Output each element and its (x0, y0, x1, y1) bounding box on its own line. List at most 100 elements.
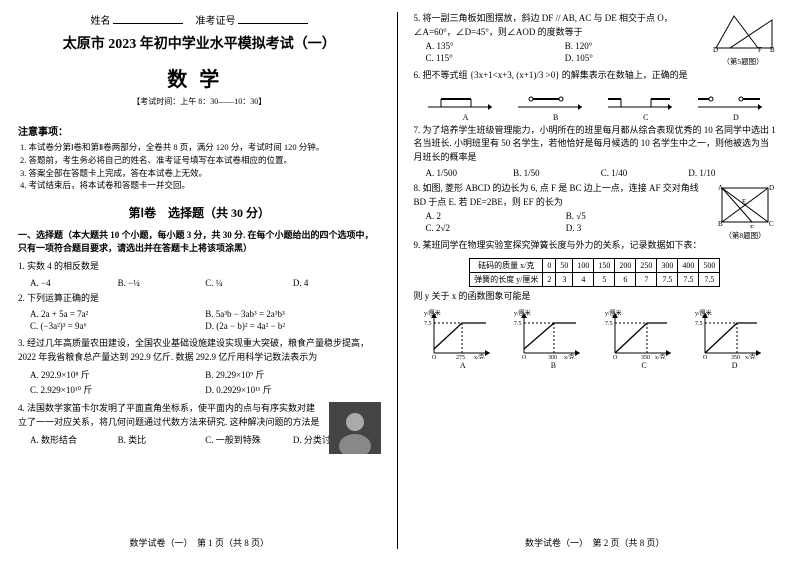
svg-text:F: F (750, 224, 754, 228)
q9-r9: 7.5 (699, 272, 720, 286)
q9-h5: 200 (615, 258, 636, 272)
q2-d: D. (2a − b)² = 4a² − b² (205, 321, 380, 331)
q6-nl-d: −101 D (696, 89, 776, 122)
subject-title: 数学 (18, 63, 381, 92)
q6-nl-a: −101 A (426, 89, 506, 122)
q7-c: C. 1/40 (601, 168, 689, 178)
svg-text:350: 350 (731, 355, 740, 359)
q2-options: A. 2a + 5a = 7a² B. 5a³b − 3ab³ = 2a³b³ … (30, 309, 381, 333)
ticket-blank (238, 14, 308, 24)
q3-a: A. 292.9×10⁸ 斤 (30, 368, 205, 381)
q9-header-row: 砝码的质量 x/克 0 50 100 150 200 250 300 400 5… (470, 258, 720, 272)
q9-text: 9. 某班同学在物理实验室探究弹簧长度与外力的关系，记录数据如下表： (414, 239, 777, 253)
main-title: 太原市 2023 年初中学业水平模拟考试（一） (18, 33, 381, 53)
svg-text:O: O (703, 355, 708, 359)
q7-a: A. 1/500 (426, 168, 514, 178)
exam-time: 【考试时间：上午 8：30——10：30】 (18, 96, 381, 107)
q9-label-b: B (512, 361, 595, 370)
notice-1: 1. 本试卷分第Ⅰ卷和第Ⅱ卷两部分，全卷共 8 页，满分 120 分，考试时间 … (30, 141, 381, 154)
q8-a: A. 2 (426, 211, 566, 221)
svg-text:B: B (770, 46, 775, 54)
q6-label-a: A (426, 113, 506, 122)
q5-caption: （第5题图） (710, 56, 776, 67)
q9-r7: 7.5 (657, 272, 678, 286)
svg-text:275: 275 (456, 355, 465, 359)
q9-chart-a: 7.5275Oy/厘米x/克 A (422, 309, 505, 370)
q1-text: 1. 实数 4 的相反数是 (18, 260, 381, 274)
q9-r3: 4 (573, 272, 594, 286)
q9-h6: 250 (636, 258, 657, 272)
q2-text: 2. 下列运算正确的是 (18, 292, 381, 306)
q6-numlines: −101 A −101 B −101 C −101 D (426, 89, 777, 122)
svg-text:D: D (713, 46, 718, 54)
svg-text:350: 350 (641, 355, 650, 359)
q3-options: A. 292.9×10⁸ 斤 B. 29.29×10⁹ 斤 C. 2.929×1… (30, 368, 381, 398)
part1-title: 第Ⅰ卷 选择题（共 30 分） (18, 204, 381, 221)
svg-text:x/克: x/克 (655, 353, 666, 359)
q9-text2: 则 y 关于 x 的函数图象可能是 (414, 290, 777, 304)
q9-h4: 150 (594, 258, 615, 272)
q9-chart-d: 7.5350Oy/厘米x/克 D (693, 309, 776, 370)
svg-text:D: D (769, 184, 774, 192)
svg-text:O: O (522, 355, 527, 359)
footer-p1: 数学试卷（一） 第 1 页（共 8 页） (18, 532, 381, 549)
q4-b: B. 类比 (118, 433, 206, 446)
svg-text:F: F (758, 46, 762, 54)
q1-c: C. ¼ (205, 278, 293, 288)
svg-text:7.5: 7.5 (605, 321, 613, 327)
q1-a: A. −4 (30, 278, 118, 288)
q7-text: 7. 为了培养学生班级管理能力，小明所在的班里每月都从综合表现优秀的 10 名同… (414, 124, 777, 165)
svg-text:O: O (613, 355, 618, 359)
q9-chart-c: 7.5350Oy/厘米x/克 C (603, 309, 686, 370)
q1-d: D. 4 (293, 278, 381, 288)
ticket-label: 准考证号 (196, 16, 236, 27)
q3-c: C. 2.929×10¹⁰ 斤 (30, 383, 205, 396)
q9-r5: 6 (615, 272, 636, 286)
q6-nl-b: −101 B (516, 89, 596, 122)
q5-c: C. 115° (426, 53, 565, 63)
q5-b: B. 120° (565, 41, 704, 51)
header-line: 姓名 准考证号 (18, 12, 381, 27)
q9-r8: 7.5 (678, 272, 699, 286)
q5-d: D. 105° (565, 53, 704, 63)
svg-text:O: O (432, 355, 437, 359)
q2-c: C. (−3a²)³ = 9a⁶ (30, 321, 205, 331)
q5-a: A. 135° (426, 41, 565, 51)
q3-b: B. 29.29×10⁹ 斤 (205, 368, 380, 381)
q6-text: 6. 把不等式组 {3x+1<x+3, (x+1)/3 >0} 的解集表示在数轴… (414, 69, 777, 83)
q6-nl-c: −101 C (606, 89, 686, 122)
page-1: 姓名 准考证号 太原市 2023 年初中学业水平模拟考试（一） 数学 【考试时间… (18, 12, 381, 549)
q7-options: A. 1/500 B. 1/50 C. 1/40 D. 1/10 (426, 168, 777, 178)
q9-h7: 300 (657, 258, 678, 272)
footer-p2: 数学试卷（一） 第 2 页（共 8 页） (414, 532, 777, 549)
svg-text:x/克: x/克 (474, 353, 485, 359)
q3-d: D. 0.2929×10¹¹ 斤 (205, 383, 380, 396)
q8-b: B. √5 (566, 211, 706, 221)
q6-label-b: B (516, 113, 596, 122)
page-divider (397, 12, 398, 549)
q1-b: B. −¼ (118, 278, 206, 288)
svg-text:300: 300 (548, 355, 557, 359)
q8-d: D. 3 (566, 223, 706, 233)
q4-text: 4. 法国数学家笛卡尔发明了平面直角坐标系，使平面内的点与有序实数对建立了一一对… (18, 402, 381, 429)
q9-chart-b: 7.5300Oy/厘米x/克 B (512, 309, 595, 370)
svg-text:y/厘米: y/厘米 (605, 309, 622, 317)
q9-label-d: D (693, 361, 776, 370)
q8-caption: （第8题图） (714, 230, 776, 241)
page-2: 5. 将一副三角板如图摆放，斜边 DF // AB, AC 与 DE 相交于点 … (414, 12, 777, 549)
svg-text:A: A (718, 184, 723, 192)
q8-figure: ADBCFE （第8题图） (714, 182, 776, 241)
q2-a: A. 2a + 5a = 7a² (30, 309, 205, 319)
q4-portrait (329, 402, 381, 454)
q9-h3: 100 (573, 258, 594, 272)
svg-text:7.5: 7.5 (514, 321, 522, 327)
q5-figure: D FB （第5题图） (710, 12, 776, 67)
q7-b: B. 1/50 (513, 168, 601, 178)
q9-h1: 0 (543, 258, 556, 272)
notice-2: 2. 答题前，考生务必将自己的姓名、准考证号填写在本试卷相应的位置。 (30, 154, 381, 167)
q9-r2: 3 (556, 272, 573, 286)
notice-heading: 注意事项： (18, 123, 381, 138)
notice-3: 3. 答案全部在答题卡上完成，答在本试卷上无效。 (30, 167, 381, 180)
q2-b: B. 5a³b − 3ab³ = 2a³b³ (205, 309, 380, 319)
svg-text:7.5: 7.5 (424, 321, 432, 327)
